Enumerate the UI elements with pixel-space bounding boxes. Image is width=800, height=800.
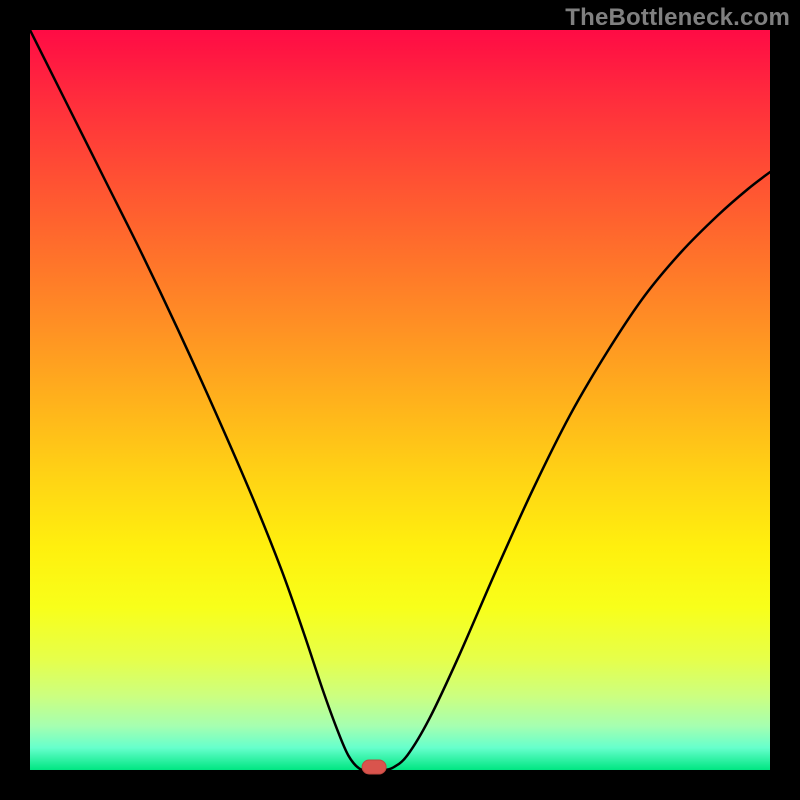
bottleneck-chart bbox=[0, 0, 800, 800]
chart-container: TheBottleneck.com bbox=[0, 0, 800, 800]
watermark-text: TheBottleneck.com bbox=[565, 4, 790, 32]
optimal-point-marker bbox=[362, 760, 386, 774]
plot-background-gradient bbox=[30, 30, 770, 770]
